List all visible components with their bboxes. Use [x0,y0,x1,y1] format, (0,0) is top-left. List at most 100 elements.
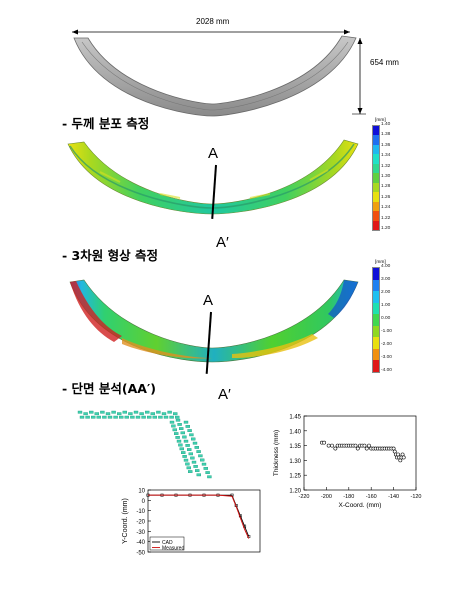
scan-point [135,415,141,419]
scan-point [94,412,99,416]
marker-a-prime-lower: A′ [218,386,231,403]
thickness-scale-swatch [373,211,379,221]
part-top-view [60,18,430,128]
thickness-scale-tick-label: 1.20 [381,226,391,231]
scan-point [173,432,179,435]
thickness-scale-swatch [373,154,379,164]
scan-point [188,452,194,456]
scan-point [96,415,101,419]
scan-point [158,415,163,419]
scan-point [179,447,185,451]
deviation-scale-swatch [373,314,379,326]
grey-arc-part [73,35,357,117]
x-tick-label: -120 [410,494,421,500]
deviation-scale-swatch [373,360,379,372]
width-label: 2028 mm [196,17,230,26]
x-tick-label: -180 [343,494,354,500]
scan-point [186,448,192,452]
scan-point [119,415,124,419]
deviation-scale-swatch [373,348,379,361]
thickness-scale-swatch [373,192,379,202]
y-tick-label: 1.40 [289,429,301,435]
thickness-colorbar: 1.40 1.38 1.36 1.34 1.32 1.30 1.28 1.26 1.24 1.22… [372,122,412,231]
scan-point [187,470,193,474]
thickness-colorbar-swatches [372,125,380,231]
series-line [148,494,250,539]
scan-point [201,462,207,466]
scan-point [199,458,205,462]
plot-frame [303,415,417,491]
data-point [401,455,406,460]
scan-point [183,439,189,443]
scan-point [172,412,178,416]
legend-entry: Measured [162,546,184,552]
deviation-colorbar: 4.00 3.00 2.00 1.00 0.00 -1.00 -2.00 -3.00 -4.00 [372,264,412,373]
marker-a-upper: A [208,145,219,162]
scan-point [113,415,118,419]
scan-point [194,469,200,473]
x-tick-label: -160 [366,494,377,500]
scan-point [191,460,197,464]
scan-point [196,473,202,477]
y-tick-label: 10 [138,489,145,495]
thickness-scale-swatch [373,182,379,193]
data-point [364,446,369,451]
scan-point [107,415,113,419]
thickness-scale-tick-label: 1.32 [381,163,391,169]
deviation-scale-swatch [373,268,379,280]
scan-point [144,410,150,414]
data-point [333,446,338,451]
deviation-scale-swatch [373,291,379,303]
y-tick-label: -50 [136,551,145,557]
scan-point [117,412,122,416]
scan-point [163,415,169,419]
scan-point [190,437,196,441]
thickness-scatter-chart: 1.45 1.40 1.35 1.30 1.25 1.20 -220 -200 -180 -160… [268,408,428,516]
scan-point [183,420,189,424]
scan-point [169,415,174,419]
x-axis-label: X-Coord. (mm) [339,502,382,509]
section-cross-heading: - 단면 분석(AA′) [62,381,156,396]
scan-point [150,412,156,416]
thickness-scale-tick-label: 1.40 [381,122,391,127]
cross-section-pointcloud [72,405,222,485]
scan-point [187,429,192,432]
thickness-scale-swatch [373,201,379,212]
scan-point [141,415,146,419]
y-tick-label: 1.45 [289,415,301,421]
scan-point [89,410,94,414]
scan-point [194,446,200,449]
scan-point [77,410,83,414]
deviation-scale-swatch [373,325,379,338]
deviation-scale-tick-label: 4.00 [381,264,391,269]
y-axis-label: Y-Coord. (mm) [122,498,129,544]
scan-point [176,439,182,443]
deviation-scale-tick-label: 0.00 [381,316,391,321]
thickness-scale-swatch [373,163,379,174]
pointcloud-drawing [77,410,212,479]
thickness-scale-tick-label: 1.28 [381,184,391,190]
scan-point [196,450,201,454]
scan-point [185,425,191,428]
x-tick-label: -220 [298,494,309,500]
scan-point [175,418,181,422]
deviation-scale-tick-label: 2.00 [381,290,391,295]
y-tick-label: -40 [136,540,145,546]
thickness-scale-swatch [373,126,379,136]
scan-point [185,444,190,447]
deviation-colorbar-swatches [372,267,380,373]
section-3d-heading: - 3차원 형상 측정 [62,248,158,263]
height-label: 654 mm [370,58,399,67]
y-tick-label: -20 [136,520,145,526]
ycoord-line-chart: 10 0 -10 -20 -30 -40 -50 Y-Coord. (mm) CAD Measur… [118,484,268,562]
scan-point [198,454,203,458]
scan-point [111,410,116,414]
line-chart-svg: 10 0 -10 -20 -30 -40 -50 Y-Coord. (mm) CADMeasur… [122,489,261,557]
scan-point [185,462,190,466]
deviation-scale-tick-label: -2.00 [381,342,392,347]
scan-point [186,466,192,470]
scatter-chart-svg: 1.45 1.40 1.35 1.30 1.25 1.20-220 -200 -180 -160… [273,415,422,510]
scan-point [133,410,139,414]
scan-point [178,427,184,430]
x-tick-label: -140 [388,494,399,500]
